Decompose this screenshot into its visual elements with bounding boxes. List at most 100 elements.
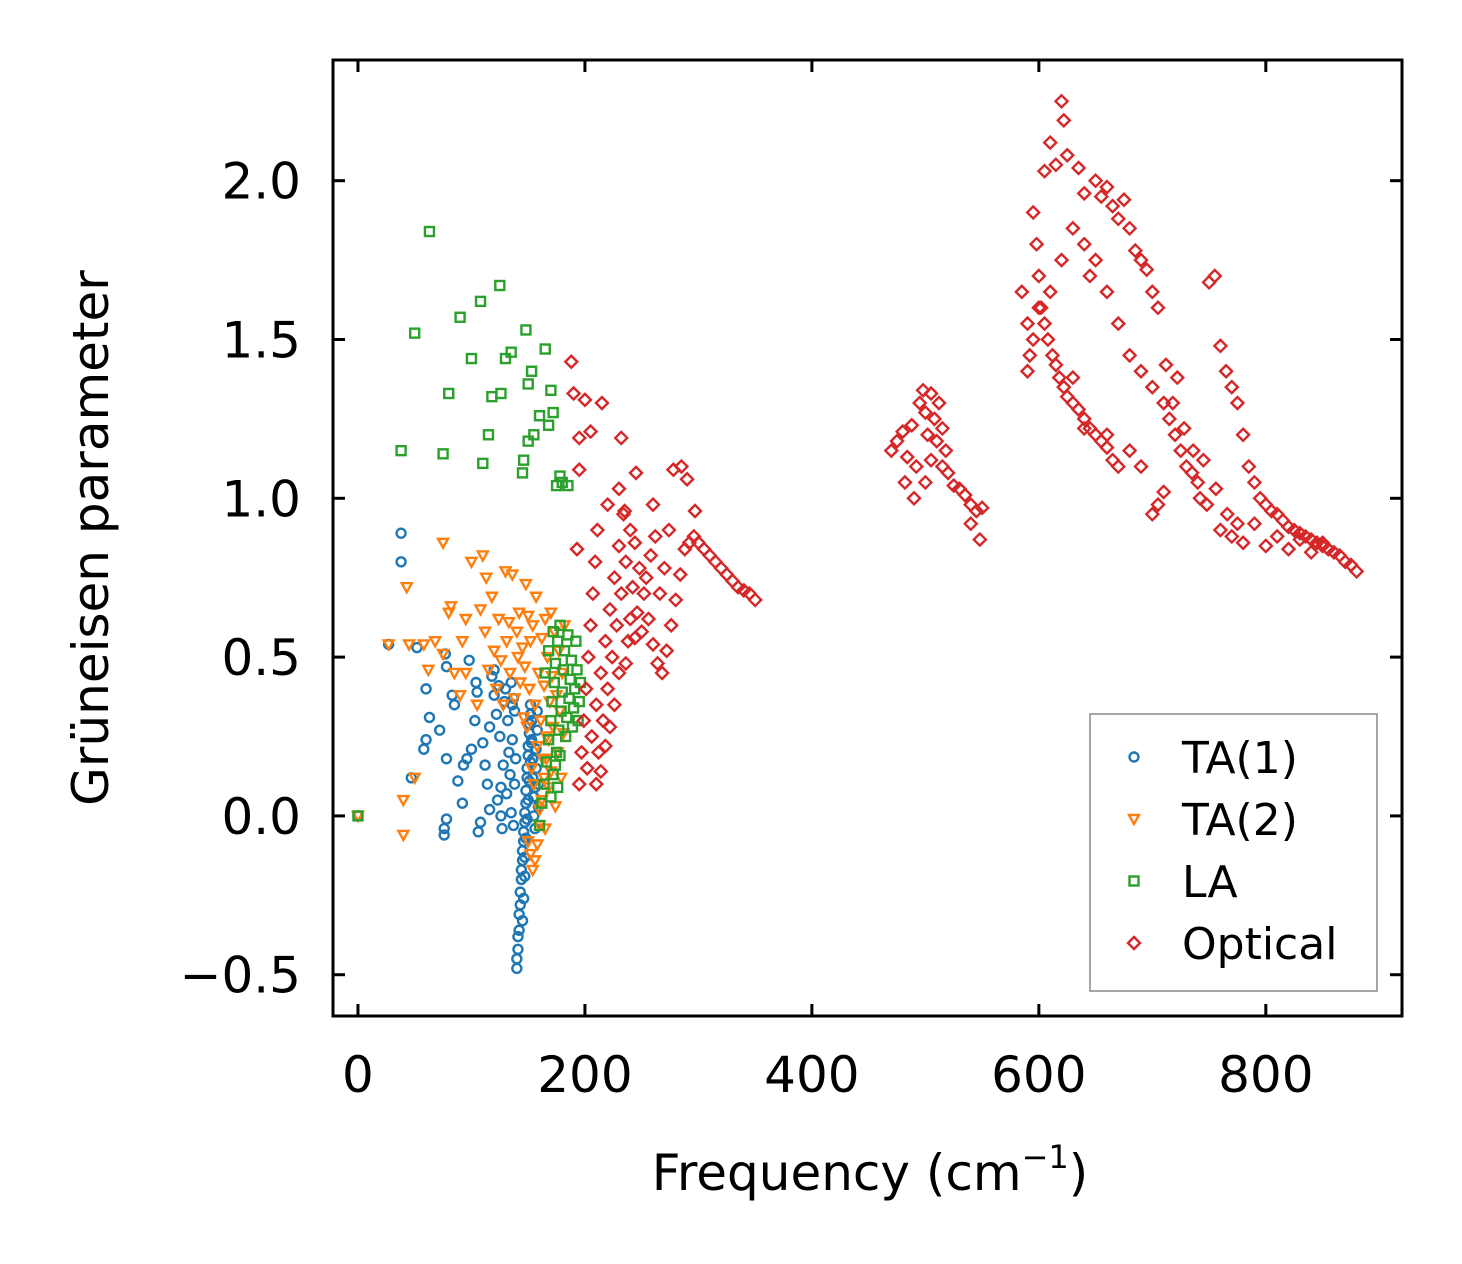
data-point-optical xyxy=(1144,284,1161,300)
data-point-optical xyxy=(968,503,985,519)
data-point-la xyxy=(558,645,571,657)
data-point-optical xyxy=(1219,506,1235,522)
data-point-optical xyxy=(1190,474,1206,491)
data-point-optical xyxy=(569,541,585,557)
data-point-optical xyxy=(929,433,945,449)
data-point-optical xyxy=(1076,185,1092,202)
data-point-optical xyxy=(1158,357,1174,373)
data-point-la xyxy=(542,733,555,746)
data-point-optical xyxy=(577,392,593,408)
data-point-optical xyxy=(1241,458,1257,475)
data-point-optical xyxy=(606,570,623,586)
data-point-optical xyxy=(1127,242,1144,259)
data-point-optical xyxy=(602,601,618,618)
data-point-ta-1 xyxy=(517,892,530,905)
data-point-la xyxy=(538,778,550,790)
data-point-optical xyxy=(889,433,905,449)
data-point-optical xyxy=(897,474,913,491)
data-point-ta-2 xyxy=(527,699,543,713)
data-point-optical xyxy=(1258,538,1274,554)
data-point-optical xyxy=(611,538,627,554)
data-point-ta-1 xyxy=(483,721,496,733)
data-point-optical xyxy=(1121,347,1138,364)
data-point-ta-2 xyxy=(453,690,468,703)
data-point-optical xyxy=(654,665,670,681)
data-point-optical xyxy=(1121,220,1138,237)
legend-marker-la xyxy=(1128,875,1140,887)
data-point-optical xyxy=(636,585,652,602)
data-point-la xyxy=(573,695,585,708)
data-point-optical xyxy=(573,744,590,761)
data-point-la xyxy=(533,410,546,422)
legend-marker-ta-2 xyxy=(1126,813,1142,827)
data-point-optical xyxy=(1076,236,1092,252)
series-optical xyxy=(563,93,1365,792)
data-point-optical xyxy=(1150,496,1166,513)
data-point-optical xyxy=(1093,188,1109,205)
data-point-optical xyxy=(565,385,582,402)
data-point-optical xyxy=(1224,379,1240,395)
data-point-ta-2 xyxy=(523,636,538,649)
data-point-optical xyxy=(1138,261,1155,278)
data-point-ta-1 xyxy=(474,816,487,828)
series-la xyxy=(352,225,587,832)
data-point-optical xyxy=(908,458,924,475)
data-point-ta-2 xyxy=(522,683,537,697)
data-point-optical xyxy=(1065,220,1081,237)
series-ta-1 xyxy=(352,527,545,975)
x-tick-label: 800 xyxy=(1218,1046,1313,1104)
data-point-la xyxy=(554,619,566,632)
data-point-ta-1 xyxy=(495,781,507,794)
data-point-optical xyxy=(593,763,609,780)
data-point-la xyxy=(554,749,566,762)
series-ta-2 xyxy=(350,537,572,878)
legend: TA(1) TA(2) LA Optical xyxy=(1089,713,1378,992)
y-tick-label: 0.5 xyxy=(221,629,301,687)
data-point-optical xyxy=(1019,315,1036,332)
data-point-optical xyxy=(1053,93,1070,109)
data-point-ta-2 xyxy=(489,683,504,697)
data-point-ta-2 xyxy=(540,651,555,665)
x-tick-label: 400 xyxy=(764,1046,859,1104)
data-point-ta-1 xyxy=(502,714,514,727)
data-point-optical xyxy=(658,643,675,659)
data-point-ta-1 xyxy=(452,775,464,787)
data-point-optical xyxy=(1235,535,1251,551)
data-point-optical xyxy=(1110,211,1126,227)
data-point-ta-1 xyxy=(465,743,478,755)
data-point-ta-1 xyxy=(463,654,475,666)
data-point-optical xyxy=(613,430,629,446)
data-point-optical xyxy=(747,592,763,608)
legend-entry-optical: Optical xyxy=(1126,919,1337,970)
data-point-ta-1 xyxy=(483,803,496,816)
data-point-optical xyxy=(1207,268,1223,284)
data-point-ta-1 xyxy=(438,829,450,841)
data-point-la xyxy=(454,311,466,323)
data-point-optical xyxy=(938,442,954,459)
data-point-ta-2 xyxy=(523,848,538,862)
data-point-ta-1 xyxy=(440,753,453,765)
data-point-ta-2 xyxy=(505,569,520,582)
data-point-la xyxy=(482,429,495,441)
data-point-la xyxy=(571,664,583,676)
data-point-la xyxy=(545,384,557,397)
data-point-ta-2 xyxy=(481,664,496,678)
data-point-ta-1 xyxy=(508,778,521,790)
legend-marker-optical xyxy=(1126,935,1142,951)
data-point-ta-1 xyxy=(531,724,543,736)
data-point-ta-2 xyxy=(455,636,470,649)
data-point-ta-2 xyxy=(524,763,539,776)
data-point-la xyxy=(539,343,551,355)
data-point-ta-1 xyxy=(512,943,524,956)
data-point-optical xyxy=(1042,284,1058,300)
data-point-ta-2 xyxy=(520,721,535,735)
data-point-optical xyxy=(584,728,600,745)
data-point-optical xyxy=(1116,192,1132,208)
data-point-optical xyxy=(963,516,979,532)
data-point-optical xyxy=(1099,427,1115,443)
data-point-optical xyxy=(611,481,627,497)
data-point-optical xyxy=(580,649,597,665)
data-point-optical xyxy=(585,585,601,602)
data-point-optical xyxy=(611,665,627,681)
data-point-optical xyxy=(1070,401,1087,418)
